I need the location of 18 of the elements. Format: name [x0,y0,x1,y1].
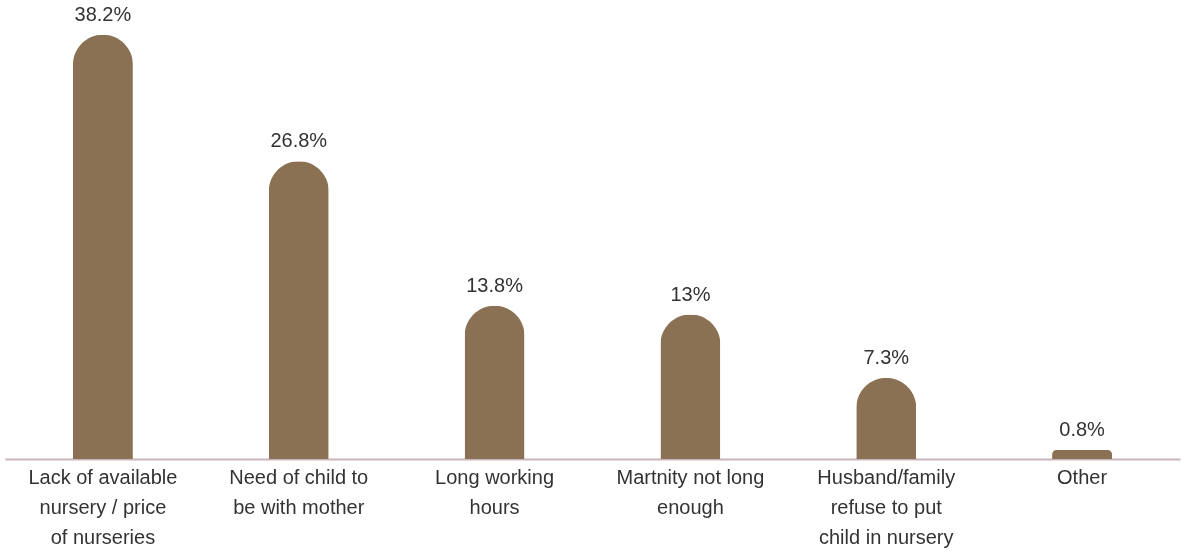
data-label: 7.3% [863,345,910,368]
x-tick-label: Lack of available nursery / price of nurseries [28,465,178,548]
bar [1052,450,1113,459]
bar [856,377,917,459]
data-label: 13% [670,282,711,305]
x-tick-label: Other [1057,465,1108,488]
data-label: 13.8% [466,273,524,296]
x-tick-label: Long working hours [435,465,555,518]
bar [72,34,133,459]
data-label: 0.8% [1059,418,1106,441]
x-tick-label: Martnity not long enough [616,465,765,518]
bar [660,314,721,459]
data-label: 26.8% [270,129,328,152]
x-tick-label: Need of child to be with mother [229,465,369,518]
bar [268,161,329,459]
data-label: 38.2% [74,2,132,25]
bar [464,305,525,459]
x-tick-label: Husband/family refuse to put child in nursery [817,465,956,548]
